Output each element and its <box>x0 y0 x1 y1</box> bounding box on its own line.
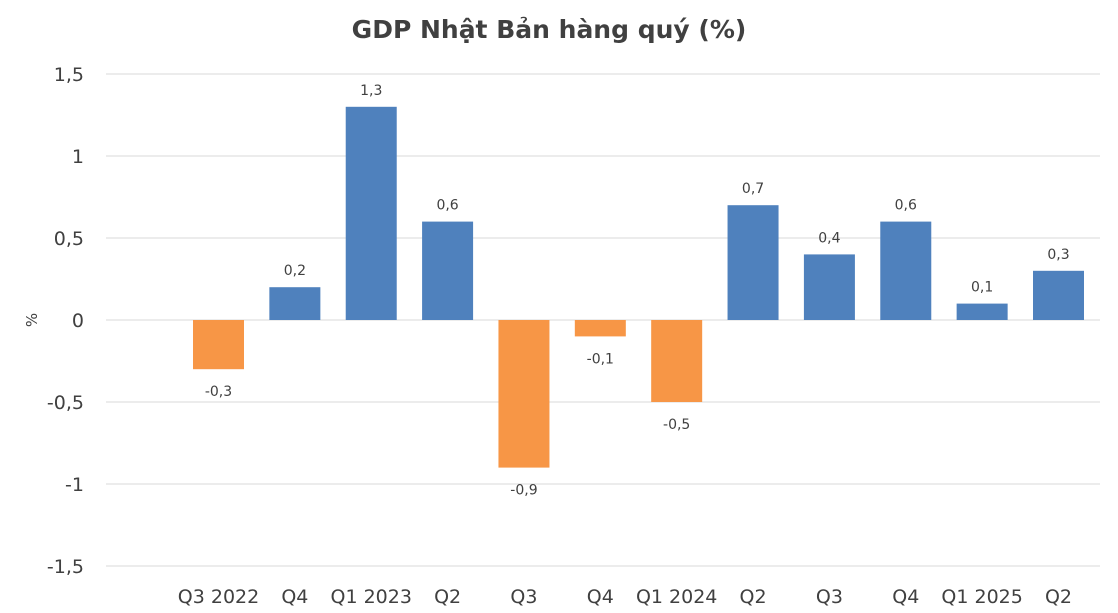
data-label: -0,1 <box>587 351 614 367</box>
chart-title: GDP Nhật Bản hàng quý (%) <box>352 15 747 44</box>
data-label: 0,1 <box>971 280 993 296</box>
bar <box>956 303 1008 320</box>
bars <box>193 106 1084 468</box>
x-axis-categories: Q3 2022 Q4 Q1 2023 Q2 Q3 Q4 Q1 2024 Q2 Q3 Q4 Q1 20… <box>178 586 1072 608</box>
bar <box>651 320 703 402</box>
bar <box>1033 270 1084 320</box>
data-label: 0,4 <box>818 230 840 246</box>
bar <box>727 205 779 320</box>
bar <box>345 106 397 320</box>
bar <box>193 320 244 370</box>
x-category-label: Q1 2024 <box>636 586 717 608</box>
bar <box>422 221 474 320</box>
bar <box>880 221 932 320</box>
data-label: -0,9 <box>510 483 537 499</box>
data-label: 0,3 <box>1047 247 1069 263</box>
bar <box>498 320 550 468</box>
x-category-label: Q1 2025 <box>941 586 1022 608</box>
data-label: 1,3 <box>360 83 382 99</box>
y-tick-label: -1 <box>65 474 84 496</box>
bar <box>269 287 321 320</box>
y-tick-label: 0,5 <box>54 228 84 250</box>
y-tick-label: -1,5 <box>47 556 84 578</box>
data-label: 0,7 <box>742 181 764 197</box>
x-category-label: Q2 <box>434 586 461 608</box>
y-tick-label: -0,5 <box>47 392 84 414</box>
x-category-label: Q4 <box>587 586 614 608</box>
x-category-label: Q3 2022 <box>178 586 259 608</box>
x-category-label: Q4 <box>281 586 308 608</box>
y-axis-title: % <box>23 313 41 327</box>
bar <box>803 254 855 320</box>
x-category-label: Q2 <box>740 586 767 608</box>
x-category-label: Q3 <box>510 586 537 608</box>
data-label: 0,2 <box>284 263 306 279</box>
x-category-label: Q1 2023 <box>331 586 412 608</box>
y-axis-ticks: 1,5 1 0,5 0 -0,5 -1 -1,5 <box>47 64 84 578</box>
data-labels: -0,3 0,2 1,3 0,6 -0,9 -0,1 -0,5 0,7 0,4 0,6 0,1 0,3 <box>205 83 1070 499</box>
data-label: 0,6 <box>436 198 458 214</box>
data-label: -0,5 <box>663 417 690 433</box>
y-tick-label: 1,5 <box>54 64 84 86</box>
x-category-label: Q3 <box>816 586 843 608</box>
y-tick-label: 0 <box>72 310 84 332</box>
data-label: 0,6 <box>895 198 917 214</box>
bar <box>574 320 626 337</box>
data-label: -0,3 <box>205 384 232 400</box>
y-tick-label: 1 <box>72 146 84 168</box>
x-category-label: Q4 <box>892 586 919 608</box>
x-category-label: Q2 <box>1045 586 1072 608</box>
